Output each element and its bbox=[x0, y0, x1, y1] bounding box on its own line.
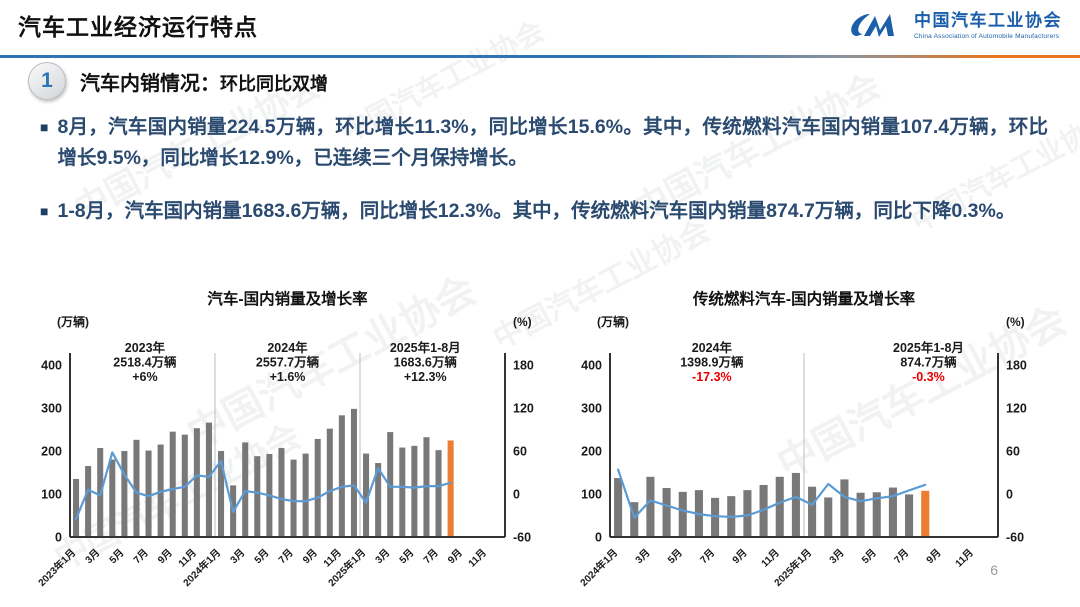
svg-text:100: 100 bbox=[41, 488, 62, 502]
svg-text:3月: 3月 bbox=[83, 547, 102, 566]
section-heading-sub: 环比同比双增 bbox=[220, 73, 328, 94]
svg-text:400: 400 bbox=[581, 359, 602, 373]
svg-text:2024年: 2024年 bbox=[692, 340, 733, 355]
svg-text:180: 180 bbox=[1006, 359, 1027, 373]
svg-text:60: 60 bbox=[1006, 445, 1020, 459]
svg-text:2024年1月: 2024年1月 bbox=[577, 546, 620, 589]
svg-text:-0.3%: -0.3% bbox=[912, 370, 945, 384]
svg-text:9月: 9月 bbox=[155, 547, 174, 566]
svg-text:9月: 9月 bbox=[300, 547, 319, 566]
svg-text:180: 180 bbox=[513, 359, 534, 373]
svg-text:7月: 7月 bbox=[421, 547, 440, 566]
svg-text:100: 100 bbox=[581, 488, 602, 502]
svg-text:9月: 9月 bbox=[730, 547, 749, 566]
caam-logo-icon bbox=[851, 14, 894, 37]
svg-text:7月: 7月 bbox=[892, 547, 911, 566]
bullet-item: ■ 1-8月，汽车国内销量1683.6万辆，同比增长12.3%。其中，传统燃料汽… bbox=[40, 196, 1048, 227]
svg-text:7月: 7月 bbox=[131, 547, 150, 566]
svg-text:2025年1-8月: 2025年1-8月 bbox=[893, 340, 964, 355]
fuel-vehicle-domestic-sales-chart: 传统燃料汽车-国内销量及增长率 (万辆) (%) 400 300 200 100 0 180 12… bbox=[577, 289, 1027, 589]
bullet-list: ■ 8月，汽车国内销量224.5万辆，环比增长11.3%，同比增长15.6%。其… bbox=[40, 112, 1048, 248]
svg-text:0: 0 bbox=[55, 531, 62, 545]
svg-text:2023年1月: 2023年1月 bbox=[35, 546, 78, 589]
svg-text:7月: 7月 bbox=[276, 547, 295, 566]
section-header: 1 汽车内销情况：环比同比双增 bbox=[28, 62, 328, 100]
svg-text:传统燃料汽车-国内销量及增长率: 传统燃料汽车-国内销量及增长率 bbox=[692, 289, 916, 308]
svg-text:2023年: 2023年 bbox=[125, 340, 166, 355]
auto-domestic-sales-chart: 汽车-国内销量及增长率 (万辆) (%) 400 300 200 100 0 180 120 60 0… bbox=[35, 289, 534, 589]
logo-org-name-cn: 中国汽车工业协会 bbox=[914, 11, 1062, 31]
bullet-square-icon: ■ bbox=[40, 202, 49, 219]
svg-text:11月: 11月 bbox=[759, 547, 782, 570]
svg-text:60: 60 bbox=[513, 445, 527, 459]
svg-text:2025年1-8月: 2025年1-8月 bbox=[390, 340, 461, 355]
page-title: 汽车工业经济运行特点 bbox=[18, 14, 258, 40]
bullet-text: 8月，汽车国内销量224.5万辆，环比增长11.3%，同比增长15.6%。其中，… bbox=[57, 116, 1048, 169]
svg-text:(%): (%) bbox=[1006, 315, 1025, 329]
svg-text:11月: 11月 bbox=[466, 547, 489, 570]
svg-text:3月: 3月 bbox=[373, 547, 392, 566]
bullet-square-icon: ■ bbox=[40, 119, 49, 135]
svg-text:200: 200 bbox=[41, 445, 62, 459]
svg-text:-60: -60 bbox=[1006, 531, 1024, 545]
svg-text:+12.3%: +12.3% bbox=[404, 370, 447, 384]
title-divider-line bbox=[0, 55, 1080, 58]
svg-text:(万辆): (万辆) bbox=[597, 314, 629, 329]
svg-text:5月: 5月 bbox=[397, 547, 416, 566]
svg-text:5月: 5月 bbox=[665, 547, 684, 566]
svg-text:200: 200 bbox=[581, 445, 602, 459]
svg-text:(万辆): (万辆) bbox=[57, 314, 89, 329]
svg-text:(%): (%) bbox=[513, 315, 532, 329]
svg-text:-60: -60 bbox=[513, 531, 531, 545]
svg-text:120: 120 bbox=[1006, 402, 1027, 416]
page-number: 6 bbox=[990, 562, 998, 578]
svg-text:0: 0 bbox=[1006, 488, 1013, 502]
svg-text:120: 120 bbox=[513, 402, 534, 416]
caam-logo: 中国汽车工业协会 China Association of Automobile… bbox=[848, 6, 1062, 46]
svg-text:400: 400 bbox=[41, 359, 62, 373]
svg-text:-17.3%: -17.3% bbox=[692, 370, 732, 384]
section-heading-main: 汽车内销情况： bbox=[80, 72, 220, 95]
section-heading: 汽车内销情况：环比同比双增 bbox=[80, 67, 328, 96]
svg-text:5月: 5月 bbox=[859, 547, 878, 566]
section-number-badge: 1 bbox=[28, 62, 66, 100]
svg-text:2557.7万辆: 2557.7万辆 bbox=[256, 355, 320, 370]
svg-text:+1.6%: +1.6% bbox=[270, 370, 306, 384]
svg-text:300: 300 bbox=[41, 402, 62, 416]
svg-text:7月: 7月 bbox=[698, 547, 717, 566]
svg-text:3月: 3月 bbox=[633, 547, 652, 566]
svg-text:300: 300 bbox=[581, 402, 602, 416]
bullet-item: ■ 8月，汽车国内销量224.5万辆，环比增长11.3%，同比增长15.6%。其… bbox=[40, 112, 1048, 174]
svg-text:0: 0 bbox=[595, 531, 602, 545]
svg-text:9月: 9月 bbox=[445, 547, 464, 566]
svg-text:9月: 9月 bbox=[924, 547, 943, 566]
svg-text:+6%: +6% bbox=[132, 370, 157, 384]
svg-text:1398.9万辆: 1398.9万辆 bbox=[680, 355, 744, 370]
svg-text:11月: 11月 bbox=[953, 547, 976, 570]
logo-org-name-en: China Association of Automobile Manufact… bbox=[914, 32, 1060, 40]
svg-text:2518.4万辆: 2518.4万辆 bbox=[113, 355, 177, 370]
svg-text:1683.6万辆: 1683.6万辆 bbox=[394, 355, 458, 370]
svg-text:0: 0 bbox=[513, 488, 520, 502]
svg-text:2024年: 2024年 bbox=[267, 340, 308, 355]
svg-text:3月: 3月 bbox=[228, 547, 247, 566]
svg-text:5月: 5月 bbox=[107, 547, 126, 566]
svg-text:3月: 3月 bbox=[827, 547, 846, 566]
svg-text:874.7万辆: 874.7万辆 bbox=[900, 355, 957, 370]
bullet-text: 1-8月，汽车国内销量1683.6万辆，同比增长12.3%。其中，传统燃料汽车国… bbox=[57, 199, 1016, 222]
svg-text:5月: 5月 bbox=[252, 547, 271, 566]
svg-text:汽车-国内销量及增长率: 汽车-国内销量及增长率 bbox=[207, 289, 368, 308]
